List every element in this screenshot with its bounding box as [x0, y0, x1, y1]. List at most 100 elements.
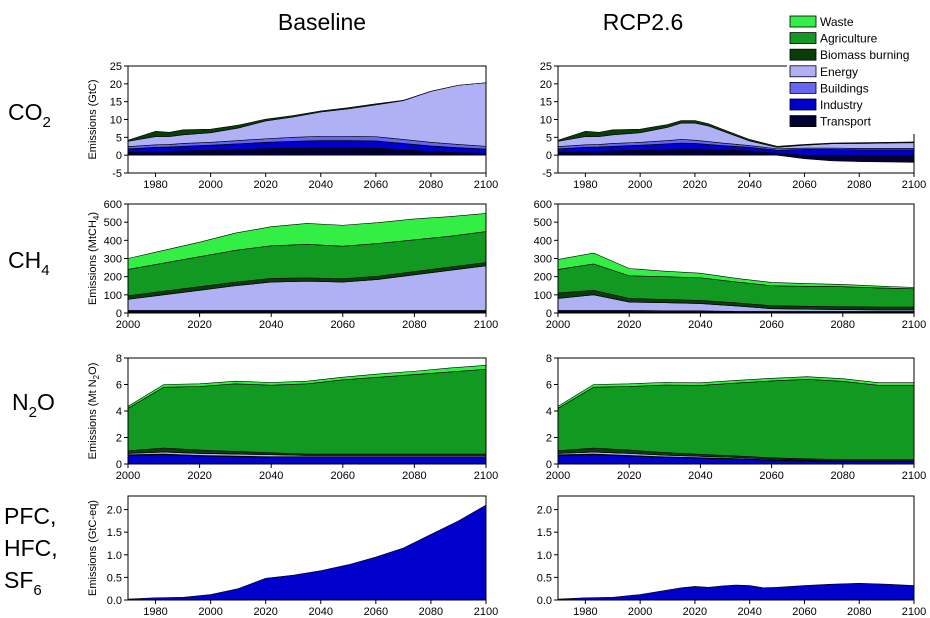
- row-label-fgases-sub: 6: [33, 582, 41, 599]
- panel-8-ytick-label: 0.0: [537, 595, 552, 607]
- panel-3-xtick-label: 2020: [187, 319, 211, 331]
- panel-8-areas: [558, 582, 914, 600]
- row-label-n2o-main: N: [12, 389, 29, 415]
- panel-7-ytick-label: 2.0: [107, 505, 122, 517]
- panel-6-xtick-label: 2080: [831, 470, 855, 482]
- panel-8-xtick-label: 2040: [737, 606, 761, 618]
- panel-1-ytick-label: 10: [110, 115, 122, 127]
- legend-label-waste: Waste: [820, 15, 854, 29]
- panel-3-ytick-label: 600: [104, 199, 122, 211]
- panel-2-xtick-label: 2100: [902, 179, 926, 191]
- panel-3: 0 100 200 300 400 500 600 2000 2020 2040 2060 2080 2…: [87, 199, 498, 331]
- legend: Waste Agriculture Biomass burning Energy Bui…: [787, 12, 923, 134]
- panel-6-ytick-label: 4: [546, 406, 552, 418]
- legend-label-biomass-burning: Biomass burning: [820, 48, 909, 62]
- panel-4-ytick-label: 0: [546, 308, 552, 320]
- panel-7-xtick-label: 2100: [474, 606, 498, 618]
- panel-7-ytick-label: 1.5: [107, 527, 122, 539]
- panel-2-xtick-label: 2020: [683, 179, 707, 191]
- panel-6-xtick-label: 2040: [688, 470, 712, 482]
- row-label-n2o: N2O: [12, 389, 55, 421]
- panel-4: 0 100 200 300 400 500 600 2000 2020 2040 2060 2080 2…: [534, 199, 927, 331]
- column-title-baseline: Baseline: [278, 9, 366, 35]
- panel-4-xtick-label: 2100: [902, 319, 926, 331]
- panel-4-xtick-label: 2040: [688, 319, 712, 331]
- panel-2-ytick-label: 25: [540, 61, 552, 73]
- panel-6-xtick-label: 2000: [546, 470, 570, 482]
- panel-2-ytick-label: 20: [540, 79, 552, 91]
- panel-7-area-industry: [128, 504, 486, 600]
- panel-6-xtick-label: 2020: [617, 470, 641, 482]
- row-label-fgases: PFC, HFC, SF6: [4, 503, 58, 599]
- panel-2-xtick-label: 2060: [792, 179, 816, 191]
- panel-5-xtick-label: 2060: [331, 470, 355, 482]
- legend-swatch-energy: [789, 65, 817, 78]
- panel-1-xtick-label: 1980: [143, 179, 167, 191]
- panel-8-ytick-label: 1.0: [537, 550, 552, 562]
- panel-6-ytick-label: 6: [546, 380, 552, 392]
- panel-4-ytick-label: 200: [534, 272, 552, 284]
- panel-4-xtick-label: 2020: [617, 319, 641, 331]
- panel-5-ylabel: Emissions (Mt N2O): [87, 363, 101, 460]
- row-label-fgases-line3: SF: [4, 567, 33, 593]
- legend-swatch-biomass-burning: [789, 48, 817, 61]
- panel-1-xtick-label: 2020: [253, 179, 277, 191]
- panel-1-ytick-label: 0: [116, 150, 122, 162]
- panel-4-ytick-label: 300: [534, 254, 552, 266]
- panel-4-ytick-label: 500: [534, 217, 552, 229]
- panel-4-area-waste: [558, 252, 914, 290]
- panel-6-areas: [558, 376, 914, 464]
- row-label-n2o-rest: O: [37, 389, 55, 415]
- panel-2-ytick-label: 5: [546, 132, 552, 144]
- row-label-ch4: CH4: [8, 247, 50, 279]
- panel-8-xtick-label: 2000: [628, 606, 652, 618]
- panel-3-ytick-label: 500: [104, 217, 122, 229]
- panel-4-ytick-label: 600: [534, 199, 552, 211]
- panel-6-ytick-label: 2: [546, 433, 552, 445]
- panel-2-ytick-label: 0: [546, 150, 552, 162]
- panel-1: -5 0 5 10 15 20 25 1980 2000 2020 2040 2060 2080 2100…: [87, 61, 498, 191]
- panel-5-xtick-label: 2040: [259, 470, 283, 482]
- panel-3-areas: [128, 213, 486, 313]
- panel-4-areas: [558, 252, 914, 313]
- panel-8-ytick-label: 0.5: [537, 572, 552, 584]
- panel-1-ytick-label: 15: [110, 97, 122, 109]
- panel-5-xtick-label: 2000: [116, 470, 140, 482]
- panel-1-xtick-label: 2000: [198, 179, 222, 191]
- panel-3-area-waste: [128, 213, 486, 270]
- panel-1-areas: [128, 82, 486, 156]
- panel-5-ytick-label: 6: [116, 380, 122, 392]
- svg-text:SF6: SF6: [4, 567, 42, 599]
- panel-8-xtick-label: 1980: [573, 606, 597, 618]
- panel-2-xtick-label: 2040: [737, 179, 761, 191]
- panel-1-xtick-label: 2040: [309, 179, 333, 191]
- panel-6-xtick-label: 2060: [759, 470, 783, 482]
- panel-4-ytick-label: 400: [534, 235, 552, 247]
- legend-label-agriculture: Agriculture: [820, 32, 878, 46]
- panel-8-xtick-label: 2080: [847, 606, 871, 618]
- panel-2-area-biomass-burning: [558, 120, 914, 148]
- panel-2-areas: [558, 120, 914, 163]
- panel-5-ytick-label: 4: [116, 406, 122, 418]
- panel-7-xtick-label: 2020: [253, 606, 277, 618]
- panel-7-xtick-label: 2080: [419, 606, 443, 618]
- legend-swatch-transport: [789, 115, 817, 127]
- panel-1-ytick-label: 5: [116, 132, 122, 144]
- panel-7-ytick-label: 0.0: [107, 595, 122, 607]
- panel-5: 0 2 4 6 8 2000 2020 2040 2060 2080 2100 Emissions (…: [87, 353, 498, 482]
- panel-5-xtick-label: 2100: [474, 470, 498, 482]
- panel-1-area-biomass-burning: [128, 82, 486, 142]
- panel-1-ytick-label: 20: [110, 79, 122, 91]
- legend-swatch-buildings: [789, 82, 817, 94]
- panel-3-ytick-label: 300: [104, 254, 122, 266]
- svg-text:N2O: N2O: [12, 389, 55, 421]
- panel-7-xtick-label: 2000: [198, 606, 222, 618]
- panel-7-xtick-label: 1980: [143, 606, 167, 618]
- panel-6-ytick-label: 0: [546, 459, 552, 471]
- panel-1-xtick-label: 2080: [419, 179, 443, 191]
- panel-7-areas: [128, 504, 486, 600]
- panel-7-xtick-label: 2040: [309, 606, 333, 618]
- svg-text:CH4: CH4: [8, 247, 50, 279]
- panel-3-ytick-label: 400: [104, 235, 122, 247]
